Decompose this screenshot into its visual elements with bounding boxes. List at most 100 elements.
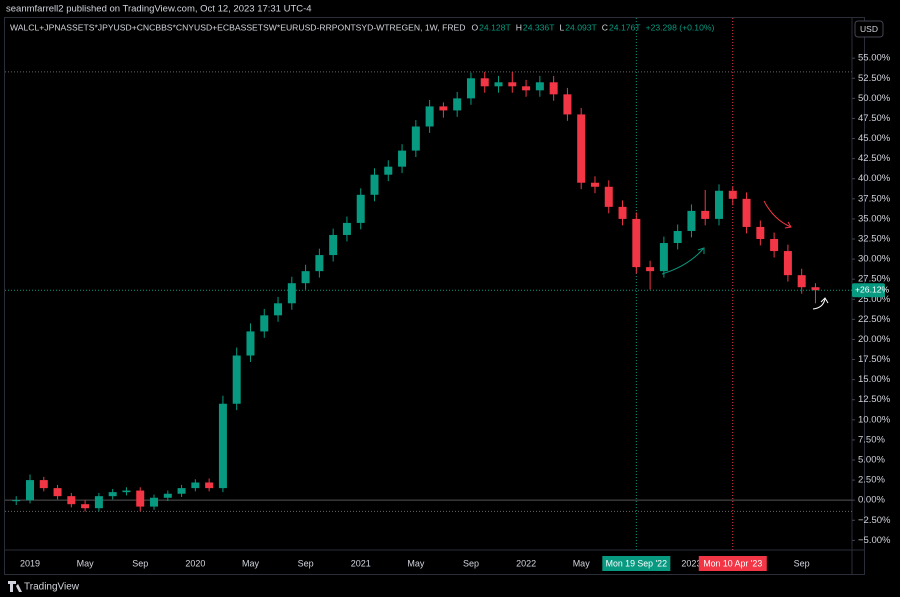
candle-body xyxy=(370,174,379,195)
y-tick-label: 2.50% xyxy=(858,475,885,486)
y-tick-label: 37.50% xyxy=(858,193,891,204)
candle-body xyxy=(287,283,296,304)
y-tick-label: 47.50% xyxy=(858,113,891,124)
change: +23.298 (+0.10%) xyxy=(646,22,715,32)
legend: WALCL+JPNASSETS*JPYUSD+CNCBBS*CNYUSD+ECB… xyxy=(10,22,715,32)
x-tick-label: Mon 10 Apr '23 xyxy=(703,558,762,568)
ohlc-letter: O xyxy=(471,22,478,32)
candle-body xyxy=(604,186,613,207)
candle-body xyxy=(646,267,655,272)
y-tick-label: 27.50% xyxy=(858,274,891,285)
y-tick-label: 22.50% xyxy=(858,314,891,325)
ohlc-value: 24.093T xyxy=(565,22,597,32)
x-tick-label: Sep xyxy=(794,558,810,568)
y-tick-label: 7.50% xyxy=(858,434,885,445)
y-tick-label: 5.00% xyxy=(858,455,885,466)
y-tick-label: 40.00% xyxy=(858,173,891,184)
candle-body xyxy=(590,182,599,187)
candle-body xyxy=(494,82,503,87)
candle-body xyxy=(508,82,517,87)
candle-body xyxy=(756,226,765,239)
x-tick-label: May xyxy=(407,558,425,568)
currency-button[interactable] xyxy=(854,20,884,38)
candle-body xyxy=(549,82,558,95)
ohlc-letter: H xyxy=(516,22,522,32)
x-tick-label: Sep xyxy=(298,558,314,568)
annotation-arrow-head xyxy=(697,247,705,254)
candle-body xyxy=(480,78,489,87)
candle-body xyxy=(260,315,269,332)
publisher: seanmfarrell2 published on TradingView.c… xyxy=(6,4,312,15)
y-tick-label: 32.50% xyxy=(858,234,891,245)
price-label-bg xyxy=(852,283,885,298)
y-tick-label: 20.00% xyxy=(858,334,891,345)
candle-body xyxy=(12,500,21,502)
x-tick-label: 2019 xyxy=(20,558,40,568)
y-tick-label: 50.00% xyxy=(858,93,891,104)
candle-body xyxy=(122,490,131,493)
highlight-label-bg xyxy=(698,556,767,571)
candle-body xyxy=(136,490,145,507)
candle-body xyxy=(783,251,792,276)
candle-body xyxy=(26,480,34,501)
candle-body xyxy=(535,82,544,91)
candle-body xyxy=(563,94,572,115)
candle-body xyxy=(632,218,641,268)
ohlc-value: 24.128T xyxy=(479,22,511,32)
candle-body xyxy=(67,496,76,505)
candle-body xyxy=(81,504,90,509)
y-tick-label: 0.00% xyxy=(858,495,885,506)
candle-body xyxy=(522,86,531,91)
y-tick-label: 42.50% xyxy=(858,153,891,164)
y-tick-label: 30.00% xyxy=(858,254,891,265)
candle-body xyxy=(715,190,723,219)
y-tick-label: 10.00% xyxy=(858,414,891,425)
brand-logo xyxy=(8,581,22,592)
y-tick-label: 25.00% xyxy=(858,294,891,305)
candle-body xyxy=(301,271,310,284)
candle-body xyxy=(177,488,186,494)
highlight-label-bg xyxy=(602,556,671,571)
candle-body xyxy=(673,230,682,244)
x-tick-label: 2021 xyxy=(351,558,371,568)
x-tick-label: 2022 xyxy=(516,558,536,568)
annotation-arrow xyxy=(812,298,826,310)
candle-body xyxy=(356,194,365,223)
x-tick-label: Mon 19 Sep '22 xyxy=(606,558,667,568)
candle-body xyxy=(232,355,241,404)
candle-body xyxy=(150,497,159,507)
ohlc-letter: L xyxy=(559,22,564,32)
y-tick-label: −2.50% xyxy=(858,515,891,526)
candle-body xyxy=(246,331,255,356)
annotation-arrow xyxy=(661,248,704,275)
candle-body xyxy=(398,150,407,167)
annotation-arrow-head xyxy=(784,221,792,229)
candle-body xyxy=(218,403,227,489)
x-tick-label: May xyxy=(242,558,260,568)
y-tick-label: 35.00% xyxy=(858,213,891,224)
y-tick-label: 52.50% xyxy=(858,73,891,84)
x-tick-label: 2020 xyxy=(185,558,205,568)
candle-body xyxy=(797,275,806,288)
candle-body xyxy=(274,303,283,316)
y-tick-label: 12.50% xyxy=(858,394,891,405)
candle-body xyxy=(384,166,393,175)
candle-body xyxy=(742,198,751,227)
candle-body xyxy=(411,126,420,151)
candle-body xyxy=(329,234,338,256)
y-tick-label: 17.50% xyxy=(858,354,891,365)
candle-body xyxy=(108,492,117,497)
candle-body xyxy=(659,243,668,272)
candle-body xyxy=(701,210,710,219)
x-tick-label: May xyxy=(77,558,95,568)
candle-body xyxy=(811,287,820,291)
candle-body xyxy=(191,482,200,489)
x-tick-label: Sep xyxy=(132,558,148,568)
y-tick-label: 15.00% xyxy=(858,374,891,385)
candle-body xyxy=(39,480,48,489)
currency-button-label[interactable]: USD xyxy=(860,24,878,34)
y-tick-label: 45.00% xyxy=(858,133,891,144)
candle-body xyxy=(618,206,627,219)
